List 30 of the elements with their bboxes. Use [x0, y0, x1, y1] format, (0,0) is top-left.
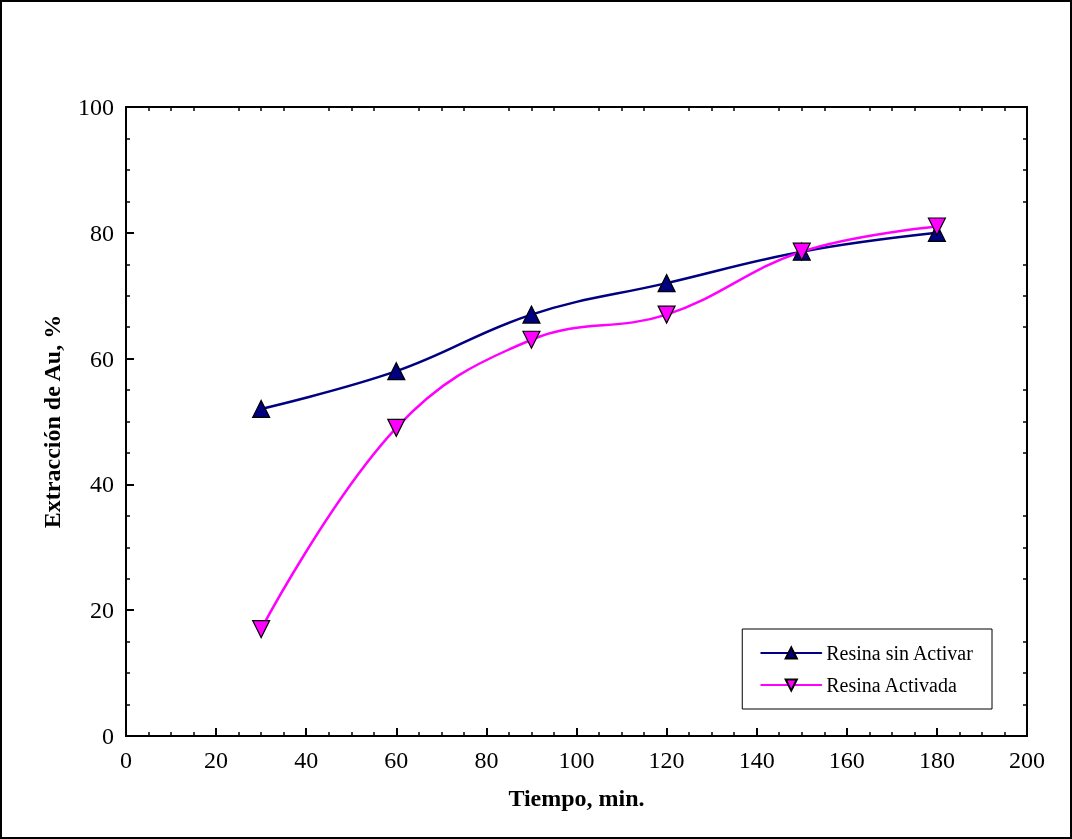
x-tick-label: 160	[828, 747, 865, 773]
y-tick-label: 20	[90, 597, 114, 624]
y-axis-title: Extracción de Au, %	[39, 314, 65, 529]
legend-label: Resina sin Activar	[826, 642, 974, 664]
x-tick-label: 100	[558, 747, 595, 773]
x-tick-label: 20	[204, 747, 229, 773]
y-tick-label: 80	[90, 219, 114, 246]
legend-label: Resina Activada	[826, 674, 957, 696]
x-tick-label: 0	[120, 747, 132, 773]
point	[657, 274, 676, 293]
y-tick-label: 100	[78, 94, 114, 120]
point	[252, 399, 271, 419]
x-tick-label: 80	[474, 747, 499, 773]
x-tick-label: 120	[648, 747, 685, 773]
x-tick-label: 200	[1009, 747, 1045, 773]
point	[387, 362, 406, 381]
point	[657, 305, 676, 324]
y-tick-label: 60	[90, 345, 114, 372]
x-tick-label: 140	[738, 747, 775, 773]
y-tick-label: 0	[102, 723, 114, 749]
point	[522, 330, 541, 349]
point	[252, 619, 271, 639]
y-tick-label: 40	[90, 471, 114, 498]
point	[387, 418, 406, 437]
x-tick-label: 60	[384, 747, 409, 773]
point	[927, 217, 946, 236]
x-tick-label: 180	[918, 747, 955, 773]
point	[522, 305, 541, 324]
x-axis-title: Tiempo, min.	[508, 785, 645, 811]
x-tick-label: 40	[294, 747, 319, 773]
